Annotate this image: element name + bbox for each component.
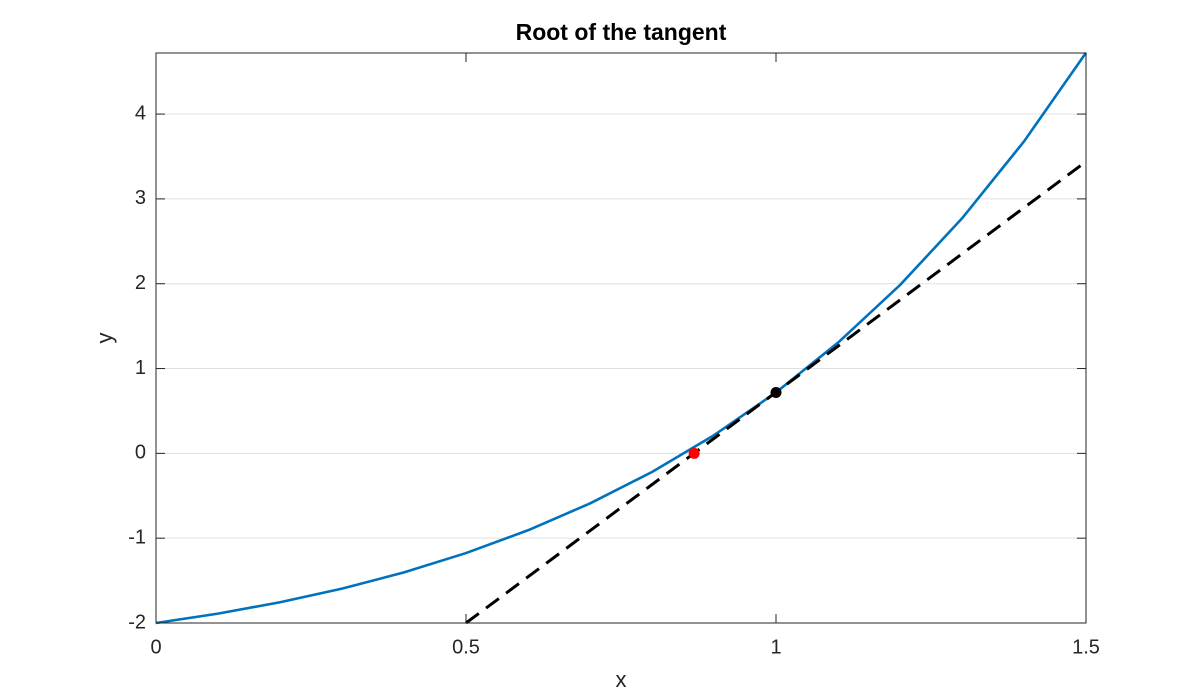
y-tick-label: 4 xyxy=(135,102,146,124)
x-axis-label: x xyxy=(616,667,627,692)
y-tick-label: -1 xyxy=(128,526,146,548)
x-tick-label: 1 xyxy=(770,636,781,658)
y-tick-label: 1 xyxy=(135,357,146,379)
y-tick-label: 3 xyxy=(135,187,146,209)
y-tick-label: 0 xyxy=(135,442,146,464)
y-axis-label: y xyxy=(92,333,117,344)
chart-title: Root of the tangent xyxy=(516,19,727,45)
x-tick-label: 0.5 xyxy=(452,636,480,658)
y-tick-label: -2 xyxy=(128,611,146,633)
x-tick-label: 1.5 xyxy=(1072,636,1100,658)
data-point xyxy=(688,447,700,459)
curve xyxy=(155,52,1088,625)
data-point xyxy=(770,386,782,398)
axes-box xyxy=(155,52,1087,624)
x-tick-label: 0 xyxy=(150,636,161,658)
plot-area xyxy=(156,53,1086,623)
y-tick-label: 2 xyxy=(135,272,146,294)
